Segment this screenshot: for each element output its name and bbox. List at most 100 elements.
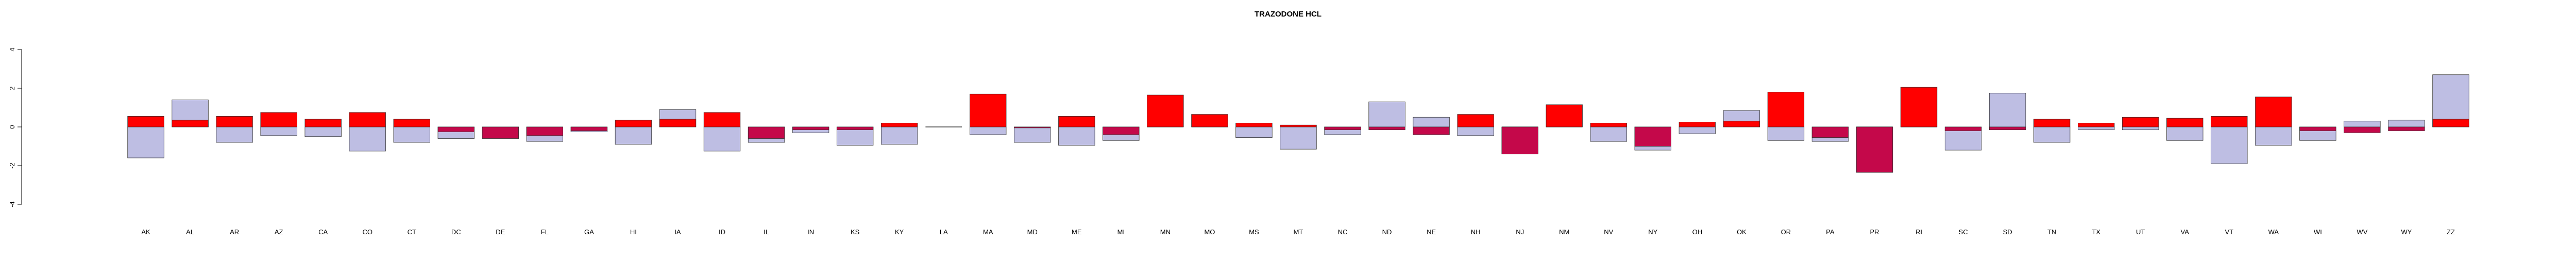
bar-series-2 [1634, 126, 1671, 147]
bar-series-1 [1368, 101, 1405, 127]
bar-series-2 [349, 112, 386, 127]
x-tick-label: HI [630, 228, 637, 236]
y-tick-label: 2 [8, 86, 16, 90]
x-tick-label: PA [1826, 228, 1835, 236]
x-tick-label: ND [1382, 228, 1392, 236]
x-tick-label: DC [451, 228, 461, 236]
bar-series-2 [1103, 126, 1140, 135]
y-tick-label: -4 [8, 201, 16, 207]
x-tick-label: ZZ [2447, 228, 2455, 236]
x-tick-label: TX [2092, 228, 2100, 236]
bar-series-1 [1679, 126, 1716, 134]
x-tick-label: LA [940, 228, 948, 236]
bar-series-1 [1058, 126, 1095, 146]
bar-series-1 [1235, 126, 1273, 138]
bar-series-2 [1900, 87, 1938, 127]
bar-series-2 [1856, 126, 1893, 173]
bar-series-2 [172, 120, 209, 127]
bar-series-1 [349, 126, 386, 152]
bar-series-1 [615, 126, 652, 145]
bar-series-2 [2033, 119, 2071, 127]
x-tick-label: MD [1027, 228, 1038, 236]
bar-series-2 [1501, 126, 1538, 154]
x-tick-label: NY [1648, 228, 1657, 236]
bar-series-2 [2388, 126, 2425, 131]
bar-series-2 [2344, 126, 2381, 133]
bar-series-1 [216, 126, 253, 143]
bar-series-2 [1723, 121, 1760, 127]
x-tick-label: CT [408, 228, 416, 236]
bar-series-2 [1368, 126, 1405, 131]
x-tick-label: MS [1249, 228, 1259, 236]
bar-series-2 [2211, 116, 2248, 127]
bar-series-1 [703, 126, 741, 152]
x-tick-label: AK [141, 228, 150, 236]
bar-series-2 [1014, 126, 1051, 128]
bar-series-1 [1457, 126, 1494, 136]
x-tick-label: CO [362, 228, 372, 236]
bar-series-2 [1590, 123, 1627, 127]
x-tick-label: OK [1737, 228, 1747, 236]
bar-series-2 [2255, 96, 2292, 127]
bar-series-2 [1058, 116, 1095, 127]
x-tick-label: ME [1072, 228, 1082, 236]
bar-series-2 [1679, 122, 1716, 127]
bar-series-1 [260, 126, 297, 136]
bar-series-2 [437, 126, 474, 132]
bar-series-2 [615, 120, 652, 127]
bar-series-2 [1280, 124, 1317, 127]
x-tick-label: MO [1204, 228, 1215, 236]
bar-series-1 [2211, 126, 2248, 164]
x-tick-label: KS [851, 228, 860, 236]
bar-series-2 [703, 112, 741, 127]
x-tick-label: MI [1117, 228, 1125, 236]
y-tick-label: 0 [8, 125, 16, 128]
bar-series-2 [2299, 126, 2336, 131]
bar-series-1 [880, 126, 918, 145]
bar-series-2 [659, 119, 697, 127]
bar-series-2 [1944, 126, 1982, 131]
x-tick-label: IA [674, 228, 681, 236]
bar-series-2 [2432, 119, 2469, 127]
bar-series-2 [970, 93, 1007, 127]
x-tick-label: GA [584, 228, 594, 236]
bar-series-1 [2344, 121, 2381, 127]
bar-series-2 [1767, 92, 1805, 127]
x-tick-label: NH [1471, 228, 1481, 236]
bar-series-1 [2388, 120, 2425, 127]
x-tick-label: NM [1559, 228, 1569, 236]
bar-series-2 [260, 112, 297, 127]
bar-series-1 [1767, 126, 1805, 141]
x-tick-label: KY [895, 228, 904, 236]
x-tick-label: SC [1959, 228, 1968, 236]
bar-series-1 [1014, 126, 1051, 143]
bar-series-2 [1457, 114, 1494, 127]
y-tick-label: -2 [8, 163, 16, 169]
x-tick-label: CA [318, 228, 328, 236]
bar-series-1 [2078, 126, 2115, 131]
bar-series-1 [393, 126, 430, 143]
x-tick-label: MA [983, 228, 993, 236]
x-axis-labels: AK AL AR AZ CA CO CT DC DE FL GA HI IA ID IL IN KS KY LA MA… [141, 228, 2455, 236]
x-tick-label: NV [1604, 228, 1613, 236]
bar-series-1 [2166, 126, 2204, 141]
x-tick-label: IN [807, 228, 814, 236]
x-tick-label: IL [764, 228, 769, 236]
bar-series-2 [1546, 104, 1583, 127]
bar-series-2 [216, 116, 253, 127]
bar-series-2 [836, 126, 874, 131]
x-tick-label: AL [186, 228, 194, 236]
x-tick-label: WA [2268, 228, 2279, 236]
bar-series-1 [1590, 126, 1627, 142]
bar-series-2 [393, 119, 430, 127]
x-tick-label: AZ [275, 228, 283, 236]
x-tick-label: AR [230, 228, 239, 236]
x-tick-label: NE [1427, 228, 1436, 236]
bar-series-1 [2255, 126, 2292, 146]
y-tick-label: 4 [8, 47, 16, 51]
bar-series-2 [1235, 123, 1273, 127]
chart-title: TRAZODONE HCL [1255, 10, 1321, 19]
bar-series-2 [2078, 123, 2115, 127]
